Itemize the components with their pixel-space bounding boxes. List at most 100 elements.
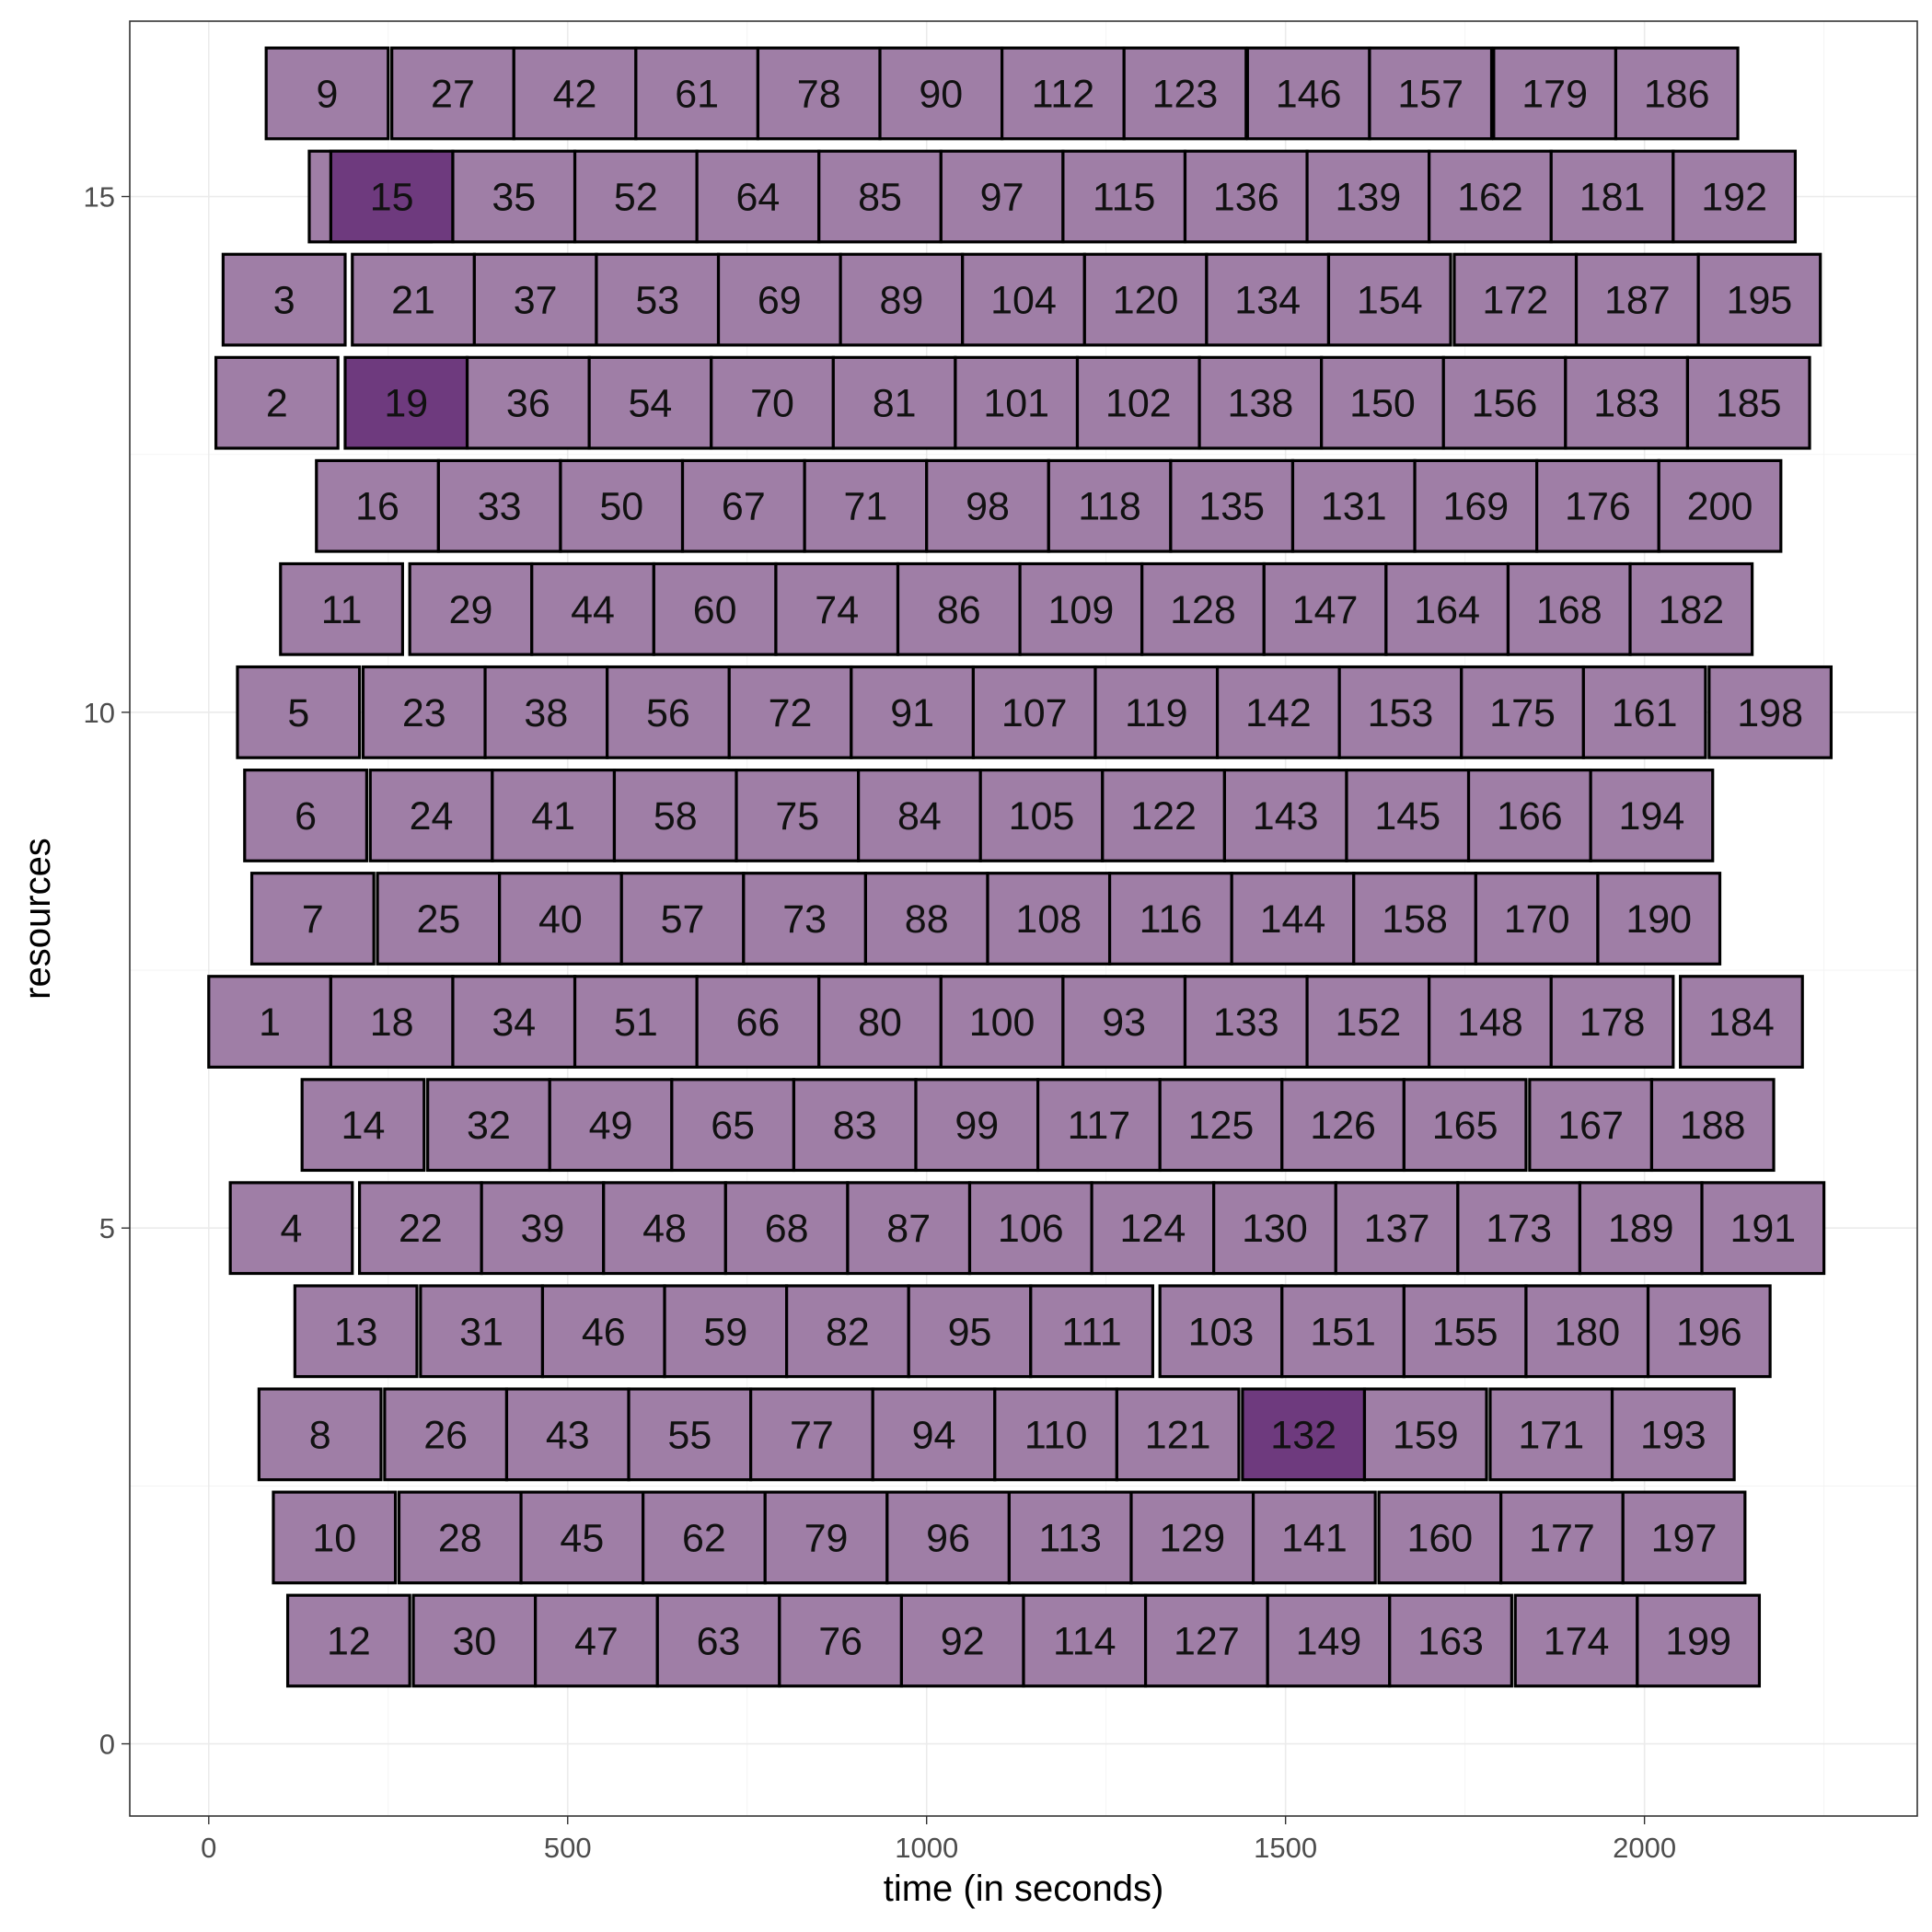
task-bar <box>1402 1078 1528 1173</box>
task-label: 159 <box>1393 1413 1459 1457</box>
task-label: 39 <box>521 1207 565 1251</box>
task-bar <box>1143 1593 1269 1688</box>
task-bar <box>411 1593 538 1688</box>
resource-row: 5 23 38 56 72 91 107 119 142 153 175 161 198 <box>236 665 1834 759</box>
task-label: 114 <box>1053 1619 1116 1663</box>
task-label: 54 <box>629 382 673 426</box>
task-bar <box>655 1593 781 1688</box>
x-tick-label: 1500 <box>1254 1832 1317 1864</box>
task-label: 110 <box>1024 1413 1088 1457</box>
task-bar <box>606 665 731 759</box>
task-bar <box>763 1490 889 1585</box>
task-bar <box>491 769 617 862</box>
task-bar <box>512 46 638 141</box>
y-tick-label: 5 <box>99 1212 115 1244</box>
task-bar <box>1158 1284 1284 1379</box>
task-label: 47 <box>574 1619 619 1663</box>
task-label: 107 <box>1001 691 1068 735</box>
task-bar <box>548 1078 674 1173</box>
task-label: 119 <box>1125 691 1188 735</box>
task-label: 72 <box>769 691 813 735</box>
task-label: 188 <box>1680 1104 1746 1148</box>
task-bar <box>472 252 598 347</box>
task-label: 192 <box>1701 176 1767 220</box>
task-label: 134 <box>1234 279 1301 323</box>
task-bar <box>871 1387 997 1482</box>
task-label: 113 <box>1038 1516 1102 1560</box>
task-bar <box>967 1181 1093 1276</box>
task-label: 150 <box>1349 382 1416 426</box>
task-label: 143 <box>1253 794 1319 839</box>
task-label: 11 <box>321 588 363 632</box>
task-label: 1 <box>259 1001 281 1045</box>
task-bar <box>602 1181 727 1276</box>
task-bar <box>451 975 577 1069</box>
task-bar <box>1215 665 1341 759</box>
task-label: 33 <box>478 485 522 529</box>
task-label: 58 <box>654 794 698 839</box>
task-label: 189 <box>1608 1207 1674 1251</box>
task-bar <box>1075 355 1201 450</box>
task-label: 179 <box>1521 72 1588 116</box>
task-bar <box>1047 458 1173 553</box>
task-bar <box>1082 252 1209 347</box>
task-label: 157 <box>1397 72 1463 116</box>
task-bar <box>1001 46 1126 141</box>
task-bar <box>1022 1593 1148 1688</box>
task-label: 126 <box>1310 1104 1376 1148</box>
task-bar <box>723 1181 850 1276</box>
task-bar <box>710 355 835 450</box>
task-bar <box>663 1284 789 1379</box>
task-label: 101 <box>983 382 1049 426</box>
task-label: 41 <box>531 794 575 839</box>
task-label: 24 <box>410 794 454 839</box>
task-bar <box>1549 975 1675 1069</box>
task-bar <box>1029 1284 1154 1379</box>
task-label: 177 <box>1529 1516 1595 1560</box>
task-label: 48 <box>642 1207 687 1251</box>
task-label: 132 <box>1270 1413 1336 1457</box>
task-label: 124 <box>1120 1207 1186 1251</box>
task-label: 174 <box>1544 1619 1610 1663</box>
task-bar <box>727 665 853 759</box>
task-bar <box>1362 1387 1488 1482</box>
task-bar <box>716 252 842 347</box>
task-label: 13 <box>334 1310 378 1354</box>
task-label: 34 <box>492 1001 536 1045</box>
task-bar <box>1245 46 1371 141</box>
task-bar <box>680 458 806 553</box>
task-label: 77 <box>790 1413 834 1457</box>
task-label: 112 <box>1032 72 1095 116</box>
task-bar <box>559 458 685 553</box>
task-bar <box>792 1078 918 1173</box>
task-label: 139 <box>1335 176 1401 220</box>
task-bar <box>1222 769 1348 862</box>
task-label: 21 <box>391 279 435 323</box>
task-bar <box>264 46 390 141</box>
task-label: 104 <box>990 279 1057 323</box>
task-label: 184 <box>1708 1001 1775 1045</box>
task-bar <box>1506 561 1632 656</box>
resource-row: 11 29 44 60 74 86 109 128 147 164 168 182 <box>279 561 1754 656</box>
task-label: 57 <box>661 897 705 942</box>
task-bar <box>642 1490 767 1585</box>
task-label: 69 <box>758 279 802 323</box>
task-bar <box>1197 355 1324 450</box>
task-label: 14 <box>341 1104 386 1148</box>
task-bar <box>300 1078 426 1173</box>
task-label: 45 <box>560 1516 604 1560</box>
task-label: 87 <box>886 1207 931 1251</box>
task-label: 141 <box>1281 1516 1348 1560</box>
task-label: 103 <box>1188 1310 1255 1354</box>
task-label: 2 <box>266 382 288 426</box>
task-label: 98 <box>966 485 1010 529</box>
task-bar <box>778 1593 904 1688</box>
task-bar <box>1212 1181 1337 1276</box>
task-bar <box>1621 1490 1747 1585</box>
task-label: 137 <box>1364 1207 1430 1251</box>
task-bar-highlighted <box>1241 1387 1367 1482</box>
task-label: 142 <box>1245 691 1312 735</box>
task-label: 51 <box>614 1001 658 1045</box>
task-label: 147 <box>1292 588 1359 632</box>
task-label: 75 <box>775 794 819 839</box>
